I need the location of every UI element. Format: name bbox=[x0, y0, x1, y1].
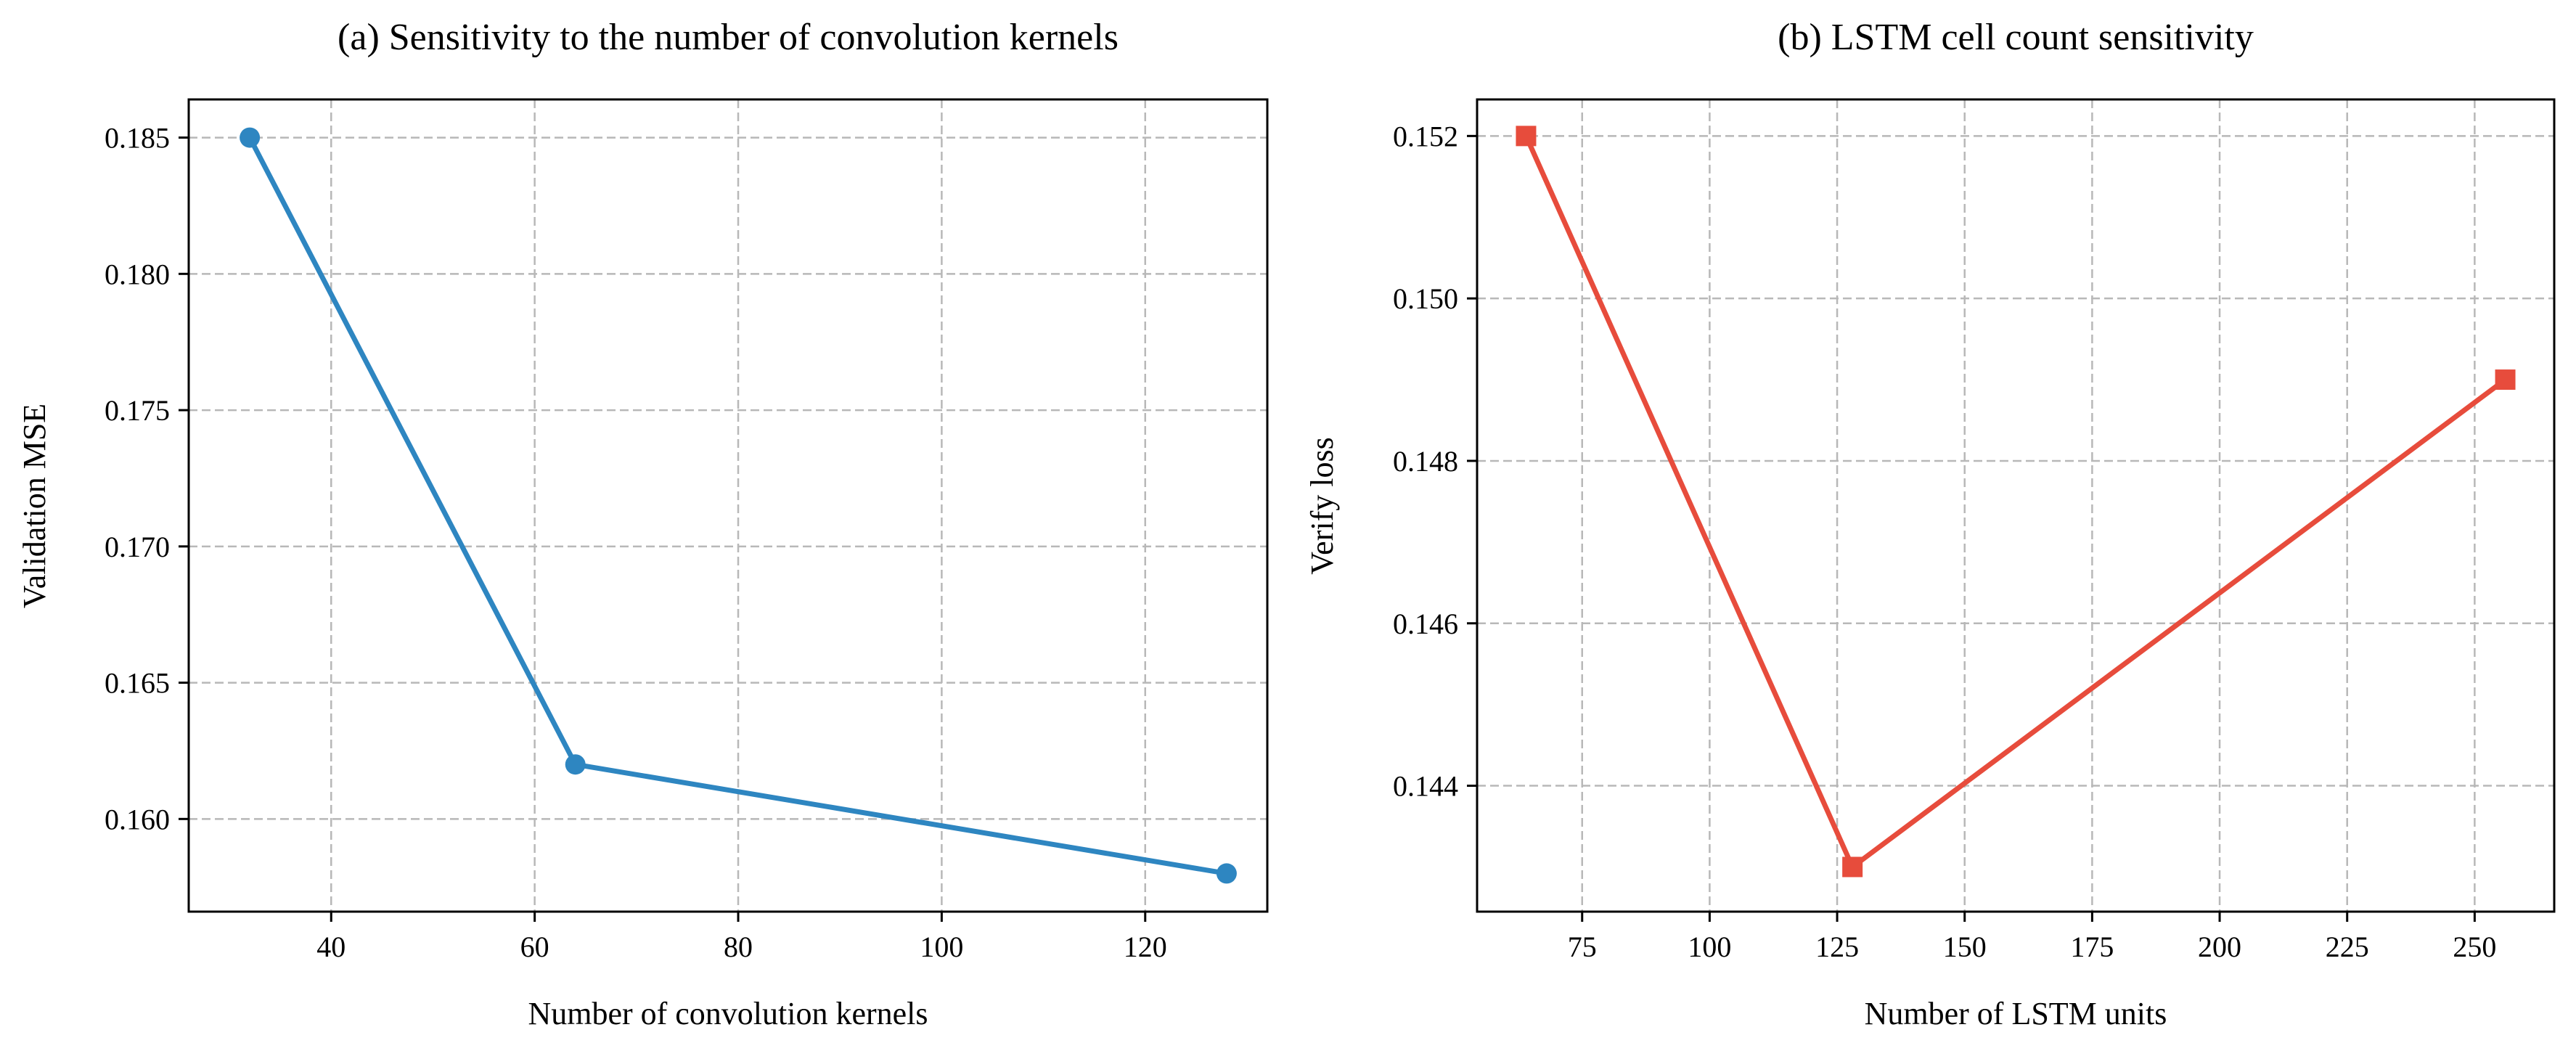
x-tick-label: 175 bbox=[2070, 931, 2114, 963]
series-line bbox=[1524, 133, 2508, 870]
x-axis-label: Number of LSTM units bbox=[1865, 996, 2167, 1031]
grid-lines bbox=[1477, 99, 2554, 912]
x-axis-label: Number of convolution kernels bbox=[528, 996, 928, 1031]
x-tick-label: 125 bbox=[1815, 931, 1859, 963]
plot-frame bbox=[187, 98, 1269, 913]
x-tick-label: 250 bbox=[2453, 931, 2496, 963]
data-point-marker bbox=[565, 754, 586, 775]
x-tick-label: 200 bbox=[2198, 931, 2241, 963]
x-tick-label: 60 bbox=[520, 931, 549, 963]
data-point-marker bbox=[1842, 856, 1863, 878]
y-tick-label: 0.150 bbox=[1393, 282, 1458, 315]
data-point-marker bbox=[240, 127, 261, 148]
y-tick-label: 0.152 bbox=[1393, 120, 1458, 152]
x-tick-label: 40 bbox=[316, 931, 345, 963]
x-tick-label: 120 bbox=[1124, 931, 1167, 963]
y-tick-label: 0.165 bbox=[105, 667, 170, 700]
series-markers bbox=[1516, 126, 2516, 878]
y-tick-label: 0.144 bbox=[1393, 770, 1458, 803]
chart-title: (b) LSTM cell count sensitivity bbox=[1778, 17, 2254, 58]
y-tick-label: 0.146 bbox=[1393, 608, 1458, 640]
x-tick-label: 225 bbox=[2326, 931, 2369, 963]
x-tick-label: 75 bbox=[1568, 931, 1597, 963]
axis-ticks: 75 100 125 150 175 200 225 250 0.144 0.146 0.148 0.… bbox=[1393, 120, 2496, 963]
axis-ticks: 40 60 80 100 120 0.160 0.165 0.170 0.175 0.180 0.1… bbox=[105, 122, 1167, 963]
y-tick-label: 0.160 bbox=[105, 803, 170, 835]
chart-title: (a) Sensitivity to the number of convolu… bbox=[338, 17, 1119, 58]
y-tick-label: 0.175 bbox=[105, 394, 170, 427]
grid-lines bbox=[189, 99, 1267, 912]
y-axis-label: Verify loss bbox=[1304, 437, 1340, 574]
data-point-marker bbox=[1216, 863, 1237, 884]
x-tick-label: 150 bbox=[1943, 931, 1987, 963]
y-tick-label: 0.180 bbox=[105, 258, 170, 290]
chart-panel-a: (a) Sensitivity to the number of convolu… bbox=[17, 17, 1269, 1031]
y-axis-label: Validation MSE bbox=[17, 404, 52, 608]
y-tick-label: 0.148 bbox=[1393, 445, 1458, 478]
data-point-marker bbox=[2495, 369, 2516, 390]
x-tick-label: 100 bbox=[1688, 931, 1731, 963]
y-tick-label: 0.185 bbox=[105, 122, 170, 155]
x-tick-label: 100 bbox=[920, 931, 963, 963]
series-line-path bbox=[1524, 133, 2508, 870]
plot-frame bbox=[1476, 98, 2556, 913]
data-point-marker bbox=[1516, 126, 1537, 147]
x-tick-label: 80 bbox=[724, 931, 753, 963]
chart-panel-b: (b) LSTM cell count sensitivity 75 100 125… bbox=[1304, 17, 2556, 1031]
y-tick-label: 0.170 bbox=[105, 531, 170, 563]
series-markers bbox=[240, 127, 1237, 884]
